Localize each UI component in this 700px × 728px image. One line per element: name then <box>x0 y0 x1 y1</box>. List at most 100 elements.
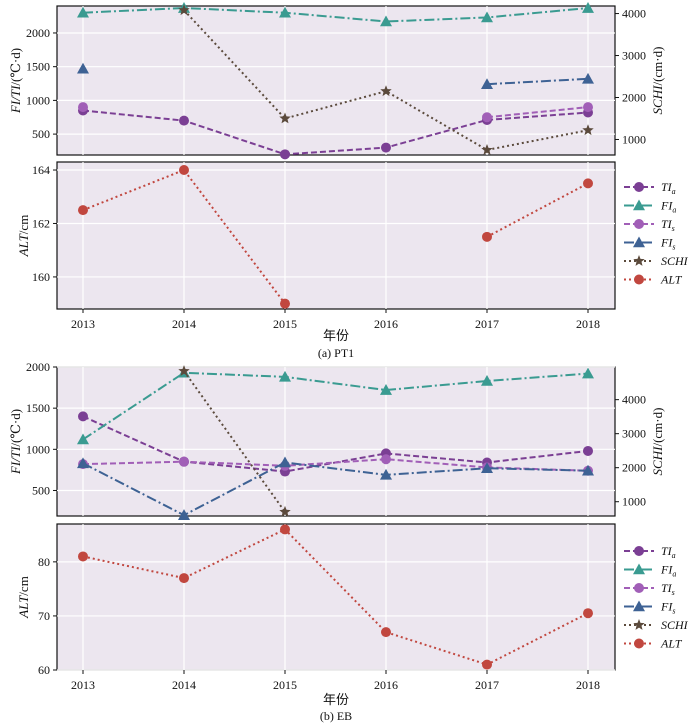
point-FIs <box>279 456 291 468</box>
legend-label: SCHI <box>661 254 689 268</box>
legend-label: SCHI <box>661 618 689 632</box>
legend-label: TIa <box>661 544 676 560</box>
tick-label-right: 1000 <box>622 495 646 509</box>
point-TIa <box>179 115 189 126</box>
tick-label-left: 162 <box>32 216 50 230</box>
tick-label-left: 1500 <box>26 401 50 415</box>
legend-label: FIs <box>660 600 675 616</box>
legend-marker <box>633 600 645 612</box>
series-line-FIa <box>82 371 589 441</box>
legend-label: ALT <box>660 273 683 287</box>
point-SCHI <box>178 365 190 376</box>
tick-label-left: 2000 <box>26 360 50 374</box>
point-SCHI <box>279 112 291 124</box>
tick-label-x: 2017 <box>475 678 499 692</box>
tick-label-left: 164 <box>32 163 50 177</box>
point-FIs <box>380 468 392 480</box>
point-FIs <box>582 72 594 84</box>
series-line-TIa <box>82 109 589 156</box>
y-axis-label-bottom: ALT/cm <box>16 576 31 619</box>
tick-label-left: 2000 <box>26 26 50 40</box>
point-FIa <box>380 15 392 27</box>
tick-label-right: 3000 <box>622 427 646 441</box>
top-panel-frame <box>56 5 616 156</box>
tick-label-right: 2000 <box>622 90 646 104</box>
figure-1: 500 1000 1500 2000 1000 2000 3000 4000 FI/TI/(℃·… <box>8 360 689 723</box>
tick-label-left: 1500 <box>26 60 50 74</box>
tick-label-x: 2013 <box>71 678 95 692</box>
tick-label-x: 2014 <box>172 678 196 692</box>
point-ALT <box>179 573 189 584</box>
legend-item-schi: SCHI <box>624 618 689 632</box>
point-ALT <box>280 298 290 309</box>
point-TIs <box>583 102 593 113</box>
point-SCHI <box>178 4 190 16</box>
point-FIs <box>481 462 493 474</box>
point-FIs <box>582 464 594 476</box>
top-panel-frame <box>56 366 616 517</box>
point-SCHI <box>279 505 291 517</box>
tick-label-right: 4000 <box>622 393 646 407</box>
point-SCHI <box>380 85 392 97</box>
legend-marker <box>633 255 645 266</box>
legend-item-fia: FIa <box>624 199 676 215</box>
legend-label: FIs <box>660 236 675 252</box>
bottom-panel-frame <box>56 161 616 310</box>
series-line-ALT <box>486 182 589 238</box>
point-FIs <box>77 457 89 469</box>
legend-item-tia: TIa <box>624 180 676 196</box>
tick-label-x: 2016 <box>374 317 398 331</box>
tick-label-x: 2018 <box>576 317 600 331</box>
legend-item-tis: TIs <box>624 581 675 597</box>
legend-marker <box>633 199 645 211</box>
tick-label-x: 2016 <box>374 678 398 692</box>
y-axis-label-left: FI/TI/(℃·d) <box>8 48 23 114</box>
legend-item-schi: SCHI <box>624 254 689 268</box>
legend-item-alt: ALT <box>624 273 683 287</box>
series-line-FIs <box>486 77 589 86</box>
legend-marker <box>634 546 644 556</box>
tick-label-right: 3000 <box>622 49 646 63</box>
legend-marker <box>634 583 644 593</box>
point-FIs <box>178 509 190 520</box>
legend-item-tia: TIa <box>624 544 676 560</box>
legend-marker <box>634 638 644 649</box>
tick-label-x: 2013 <box>71 317 95 331</box>
series-line-FIa <box>82 7 589 23</box>
tick-label-x: 2018 <box>576 678 600 692</box>
legend-label: FIa <box>660 563 676 579</box>
point-ALT <box>78 205 88 216</box>
point-ALT <box>583 178 593 189</box>
legend-marker <box>633 236 645 248</box>
tick-label-left: 1000 <box>26 442 50 456</box>
tick-label-right: 2000 <box>622 461 646 475</box>
y-axis-label-right: SCHI/(cm·d) <box>650 47 665 115</box>
point-SCHI <box>582 124 594 136</box>
tick-label-x: 2015 <box>273 678 297 692</box>
series-line-TIs <box>486 106 589 119</box>
point-ALT <box>78 551 88 562</box>
tick-label-left: 500 <box>32 483 50 497</box>
tick-label-right: 1000 <box>622 132 646 146</box>
tick-label-left: 80 <box>38 555 50 569</box>
legend-marker <box>634 182 644 192</box>
point-TIa <box>381 142 391 153</box>
point-TIa <box>280 149 290 160</box>
point-FIa <box>582 2 594 13</box>
point-FIa <box>380 384 392 395</box>
series-line-ALT <box>82 168 286 305</box>
point-ALT <box>583 608 593 619</box>
point-FIa <box>77 433 89 445</box>
x-axis-label: 年份 <box>323 692 349 707</box>
legend-label: ALT <box>660 637 683 651</box>
tick-label-x: 2015 <box>273 317 297 331</box>
figure-0: 500 1000 1500 2000 1000 2000 3000 4000 FI/TI/(℃·… <box>8 2 689 360</box>
legend-label: TIa <box>661 180 676 196</box>
legend-marker <box>634 219 644 229</box>
point-FIa <box>279 370 291 382</box>
point-ALT <box>280 524 290 535</box>
series-line-TIs <box>82 458 589 472</box>
bottom-panel-frame <box>56 523 616 671</box>
point-TIs <box>482 112 492 123</box>
